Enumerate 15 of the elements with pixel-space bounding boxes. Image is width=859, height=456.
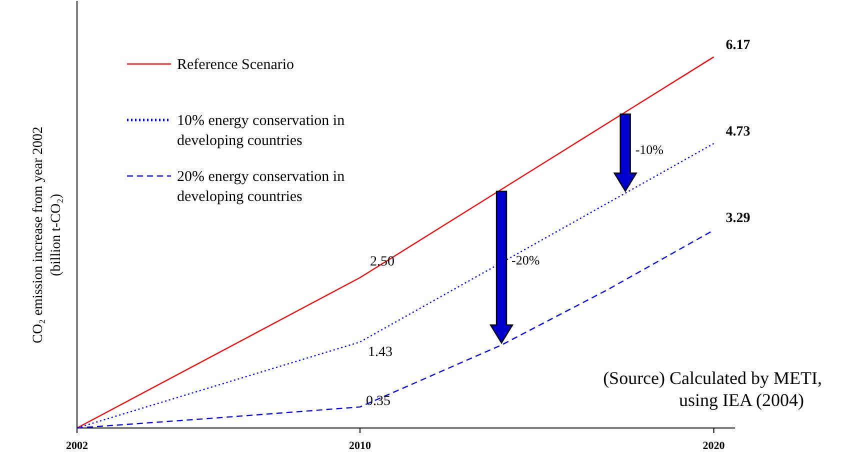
x-tick-label: 2002 xyxy=(66,440,88,452)
data-label: 1.43 xyxy=(368,345,393,360)
y-axis-title: CO₂ emission increase from year 2002 (billion t-CO₂) xyxy=(31,126,64,344)
legend-label: 20% energy conservation in developing countries xyxy=(177,169,346,205)
legend-label: 10% energy conservation in developing countries xyxy=(177,113,346,149)
data-label: 4.73 xyxy=(726,124,750,140)
x-tick-label: 2020 xyxy=(702,440,726,452)
annotation: -10% xyxy=(635,142,664,157)
data-label: 6.17 xyxy=(726,38,750,53)
legend-label: Reference Scenario xyxy=(177,57,294,73)
annotation: (Source) Calculated by METI, using IEA (2004) xyxy=(603,368,822,410)
data-label: 3.29 xyxy=(726,211,750,226)
x-tick-label: 2010 xyxy=(349,440,372,452)
annotation: -20% xyxy=(512,252,540,268)
data-label: 0.35 xyxy=(366,394,391,409)
